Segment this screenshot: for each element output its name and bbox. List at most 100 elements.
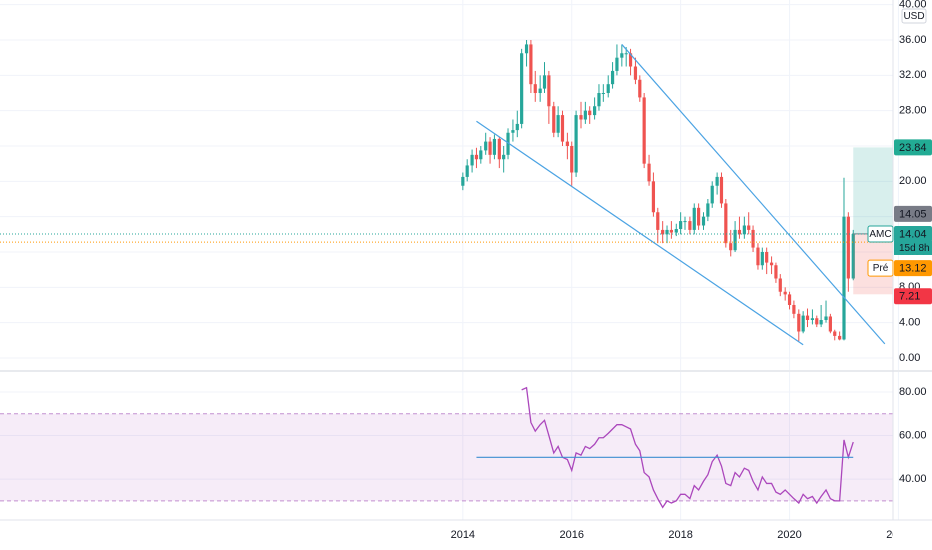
rsi-line bbox=[521, 386, 854, 509]
premarket-label-bg bbox=[867, 259, 894, 277]
trend-line bbox=[476, 120, 804, 346]
entry-tag-bg bbox=[894, 205, 932, 222]
candle-body bbox=[515, 123, 519, 131]
candle-body bbox=[601, 93, 605, 95]
candle-body bbox=[765, 251, 769, 263]
candle-body bbox=[470, 154, 474, 166]
candle-body bbox=[742, 225, 746, 235]
candle-body bbox=[715, 176, 719, 186]
countdown: 15d 8h bbox=[899, 243, 930, 254]
currency: USD bbox=[903, 11, 924, 22]
candle-body bbox=[692, 207, 696, 230]
candle-body bbox=[538, 88, 542, 94]
stop-tag: 7.21 bbox=[899, 291, 920, 303]
candle-body bbox=[574, 115, 578, 173]
currency-box[interactable] bbox=[901, 8, 927, 24]
candle-body bbox=[560, 115, 565, 142]
candle-body bbox=[819, 320, 823, 325]
candle-body bbox=[638, 79, 642, 98]
candle-body bbox=[733, 229, 737, 251]
candle-body bbox=[724, 203, 728, 244]
y-tick-label: 20.00 bbox=[899, 175, 927, 187]
candle-body bbox=[697, 207, 701, 226]
candle-body bbox=[801, 315, 805, 332]
x-tick-label: 2018 bbox=[668, 529, 692, 541]
candle-body bbox=[669, 229, 673, 233]
entry-tag: 14.05 bbox=[899, 208, 927, 220]
candle-body bbox=[651, 181, 656, 213]
candle-body bbox=[520, 53, 524, 124]
candle-body bbox=[593, 106, 597, 116]
y-tick-label: 40.00 bbox=[899, 0, 927, 11]
time-axis: 2014 2016 2018 2020 2022 bbox=[451, 529, 893, 541]
candle-body bbox=[497, 138, 501, 160]
candle-body bbox=[760, 251, 764, 266]
candle-body bbox=[737, 229, 742, 235]
candle-body bbox=[565, 141, 569, 147]
symbol-tag-bg bbox=[867, 225, 894, 243]
y-tick-label: 4.00 bbox=[899, 317, 920, 329]
candle-body bbox=[484, 141, 488, 151]
candle-body bbox=[474, 154, 479, 160]
candle-body bbox=[597, 93, 601, 107]
candle-body bbox=[502, 154, 506, 160]
premarket-tag-bg bbox=[894, 260, 932, 277]
candle-body bbox=[642, 97, 646, 164]
candle-body bbox=[529, 44, 533, 85]
candle-body bbox=[774, 265, 778, 279]
candle-body bbox=[547, 75, 551, 107]
candle-body bbox=[674, 229, 678, 233]
stop-tag-bg bbox=[894, 288, 932, 305]
candle-body bbox=[606, 84, 610, 94]
candle-body bbox=[647, 163, 651, 182]
candle-body bbox=[461, 176, 465, 186]
y-tick-label: 32.00 bbox=[899, 69, 927, 81]
last-price-tag-bg bbox=[894, 225, 932, 242]
candle-body bbox=[851, 233, 855, 279]
candle-body bbox=[465, 165, 469, 177]
candle-body bbox=[628, 53, 633, 67]
candle-body bbox=[479, 150, 483, 160]
candle-body bbox=[552, 106, 556, 133]
candle-body bbox=[524, 44, 529, 54]
symbol-tag: AMC bbox=[869, 229, 891, 240]
candle-body bbox=[710, 185, 714, 204]
rsi-pane bbox=[0, 386, 893, 509]
candle-body bbox=[661, 229, 665, 235]
candle-body bbox=[805, 315, 810, 321]
candle-body bbox=[756, 247, 760, 266]
candle-body bbox=[747, 225, 751, 230]
candle-body bbox=[778, 278, 782, 292]
candle-body bbox=[506, 132, 510, 155]
premarket-label: Pré bbox=[873, 263, 889, 274]
candle-body bbox=[633, 66, 638, 80]
candle-body bbox=[729, 243, 733, 251]
candle-body bbox=[846, 216, 850, 279]
last-price-tag: 14.04 bbox=[899, 228, 927, 240]
candle-body bbox=[751, 229, 755, 248]
candle-body bbox=[792, 304, 796, 314]
candle-body bbox=[706, 203, 710, 217]
candle-body bbox=[488, 141, 492, 155]
y-tick-label: 80.00 bbox=[899, 386, 927, 398]
candle-body bbox=[679, 221, 683, 230]
x-tick-label: 2014 bbox=[451, 529, 475, 541]
x-tick-label: 2020 bbox=[777, 529, 801, 541]
candle-body bbox=[783, 291, 787, 295]
candle-body bbox=[838, 335, 842, 340]
candle-body bbox=[842, 216, 846, 340]
candle-body bbox=[610, 70, 615, 85]
candle-body bbox=[542, 75, 547, 89]
candle-body bbox=[656, 212, 660, 230]
candle-body bbox=[824, 316, 828, 321]
countdown-bg bbox=[894, 240, 932, 255]
premarket-tag: 13.12 bbox=[899, 263, 927, 275]
candle-body bbox=[588, 110, 592, 116]
candle-body bbox=[511, 130, 515, 133]
candle-body bbox=[615, 57, 619, 71]
candle-body bbox=[683, 221, 687, 223]
x-tick-label: 2016 bbox=[559, 529, 583, 541]
y-tick-label: 60.00 bbox=[899, 429, 927, 441]
